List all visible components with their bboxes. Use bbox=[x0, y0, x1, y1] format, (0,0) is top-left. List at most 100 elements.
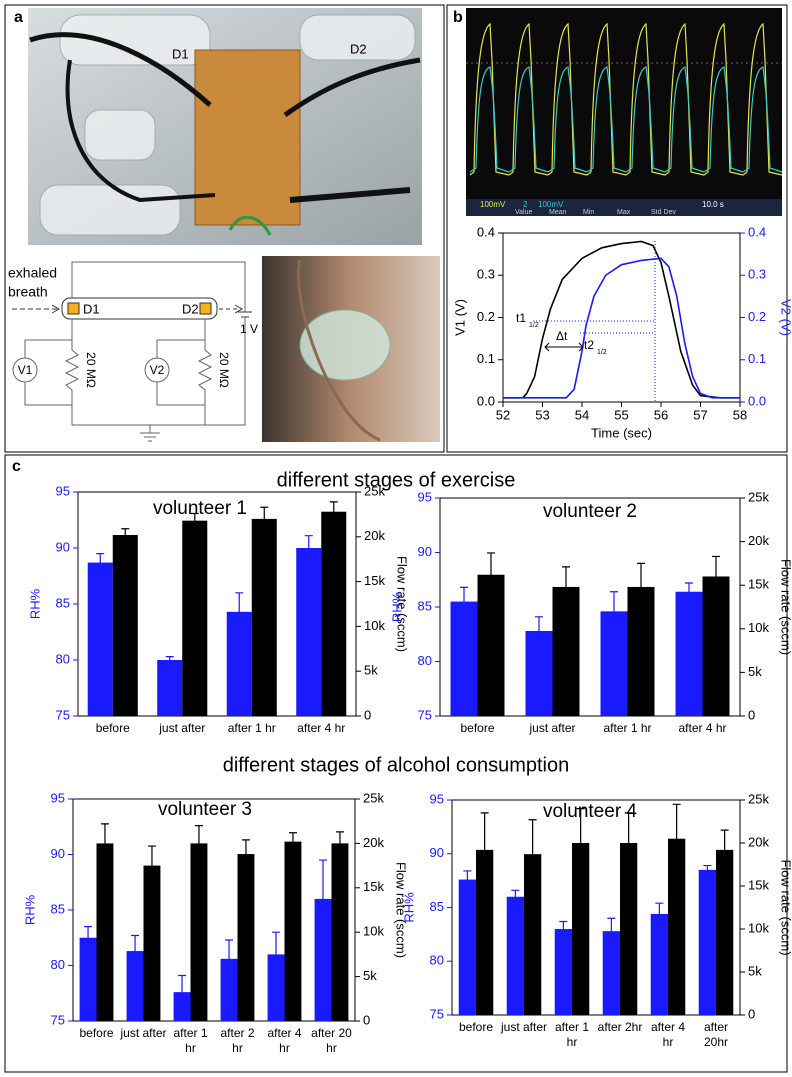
x-tick-label: after 1 hr bbox=[554, 1020, 590, 1049]
bar bbox=[698, 869, 716, 1015]
section-title: different stages of alcohol consumption bbox=[223, 754, 570, 776]
error-bar bbox=[487, 552, 495, 598]
sensor-label: D1 bbox=[83, 301, 100, 316]
panel-label: a bbox=[14, 9, 23, 26]
error-bar bbox=[463, 870, 472, 889]
error-bar bbox=[235, 592, 244, 632]
error-bar bbox=[190, 512, 199, 529]
tick-label: 90 bbox=[418, 544, 432, 559]
input-label: breath bbox=[8, 284, 48, 300]
scope-timebase: 10.0 s bbox=[702, 200, 724, 209]
x-tick-label: just after bbox=[529, 721, 576, 735]
tick-label: 95 bbox=[418, 489, 432, 504]
circuit bbox=[12, 261, 252, 442]
bar bbox=[477, 574, 505, 716]
x-tick-wrap: after 4 hr bbox=[678, 721, 726, 735]
tick-label: 85 bbox=[51, 901, 65, 916]
error-bar bbox=[480, 812, 489, 888]
panel-c-frame bbox=[4, 454, 788, 1073]
x-tick-label: just after bbox=[159, 721, 206, 735]
error-bar bbox=[335, 831, 344, 856]
bar bbox=[675, 591, 703, 716]
bar bbox=[321, 511, 347, 716]
error-bar bbox=[304, 535, 313, 561]
tick-label: 10k bbox=[748, 620, 769, 635]
tick-label: 80 bbox=[418, 653, 432, 668]
bar bbox=[620, 843, 638, 1015]
x-tick-wrap: before bbox=[458, 1020, 494, 1034]
x-tick-label: just after bbox=[500, 1020, 548, 1034]
input-label: exhaled bbox=[8, 265, 57, 281]
x-tick-wrap: after 1 hr bbox=[603, 721, 651, 735]
annotation: t2 bbox=[584, 338, 594, 352]
error-bar bbox=[610, 591, 618, 632]
error-bar bbox=[576, 808, 585, 878]
tick-label: 20k bbox=[748, 834, 769, 849]
tick-label: 10k bbox=[364, 618, 385, 633]
error-bar bbox=[329, 501, 338, 523]
panel-a-frame bbox=[4, 4, 445, 453]
error-bar bbox=[460, 586, 468, 617]
x-tick-label: before bbox=[79, 1026, 114, 1040]
tick-label: 75 bbox=[56, 707, 70, 722]
bar bbox=[450, 601, 478, 716]
x-tick-label: just after bbox=[120, 1026, 167, 1040]
scope-stat: Std Dev bbox=[651, 209, 676, 216]
chart-title: volunteer 1 bbox=[153, 498, 247, 519]
x-tick-label: 57 bbox=[693, 407, 707, 422]
bar bbox=[96, 843, 114, 1021]
x-tick-wrap: just after bbox=[500, 1020, 548, 1034]
bar bbox=[157, 660, 183, 716]
x-tick-label: after 2 hr bbox=[220, 1026, 255, 1055]
meter-label: V1 bbox=[18, 363, 33, 377]
bar bbox=[476, 849, 494, 1015]
tick-label: 85 bbox=[56, 595, 70, 610]
x-tick-label: before bbox=[458, 1020, 494, 1034]
y-axis-label: V1 (V) bbox=[452, 299, 467, 336]
chart-title: volunteer 2 bbox=[543, 501, 637, 522]
tick-label: 5k bbox=[748, 664, 762, 679]
bar bbox=[314, 898, 332, 1021]
tick-label: 5k bbox=[363, 968, 377, 983]
scope-stat: Value bbox=[515, 209, 532, 216]
chart-title: volunteer 4 bbox=[543, 801, 637, 822]
plot-frame bbox=[451, 799, 741, 1016]
y-axis-label: RH% bbox=[401, 892, 416, 923]
bar bbox=[506, 896, 524, 1015]
tick-label: 0.0 bbox=[477, 393, 495, 408]
error-bar bbox=[165, 656, 174, 664]
tick-label: 20k bbox=[748, 533, 769, 548]
error-bar bbox=[225, 939, 234, 979]
x-tick-wrap: before bbox=[96, 721, 130, 735]
plot-frame bbox=[502, 232, 741, 403]
tick-label: 25k bbox=[364, 483, 385, 498]
error-bar bbox=[121, 528, 130, 542]
bar bbox=[668, 838, 686, 1015]
tick-label: 15k bbox=[748, 877, 769, 892]
tick-label: 0.4 bbox=[477, 224, 495, 239]
bar bbox=[650, 913, 668, 1015]
plot-frame bbox=[72, 798, 356, 1022]
scope-stat: Mean bbox=[549, 209, 567, 216]
error-bar bbox=[131, 934, 140, 968]
x-tick-wrap: after 1 hr bbox=[228, 721, 276, 735]
tick-label: 0.1 bbox=[748, 351, 766, 366]
bar bbox=[87, 562, 113, 716]
tick-label: 80 bbox=[56, 651, 70, 666]
bar bbox=[79, 937, 97, 1021]
tick-label: 95 bbox=[56, 483, 70, 498]
line-series bbox=[503, 240, 740, 399]
tick-label: 80 bbox=[51, 957, 65, 972]
y-axis-label: RH% bbox=[389, 591, 404, 622]
tick-label: 0.2 bbox=[477, 309, 495, 324]
x-tick-wrap: after 1 hr bbox=[173, 1026, 207, 1055]
error-bar bbox=[712, 555, 720, 598]
error-bar bbox=[535, 616, 543, 646]
tick-label: 85 bbox=[418, 598, 432, 613]
bar bbox=[143, 865, 161, 1021]
error-bar bbox=[241, 839, 250, 869]
guide-line bbox=[533, 241, 656, 402]
line-series bbox=[503, 257, 740, 399]
tick-label: 75 bbox=[51, 1012, 65, 1027]
scope-status bbox=[466, 199, 782, 216]
